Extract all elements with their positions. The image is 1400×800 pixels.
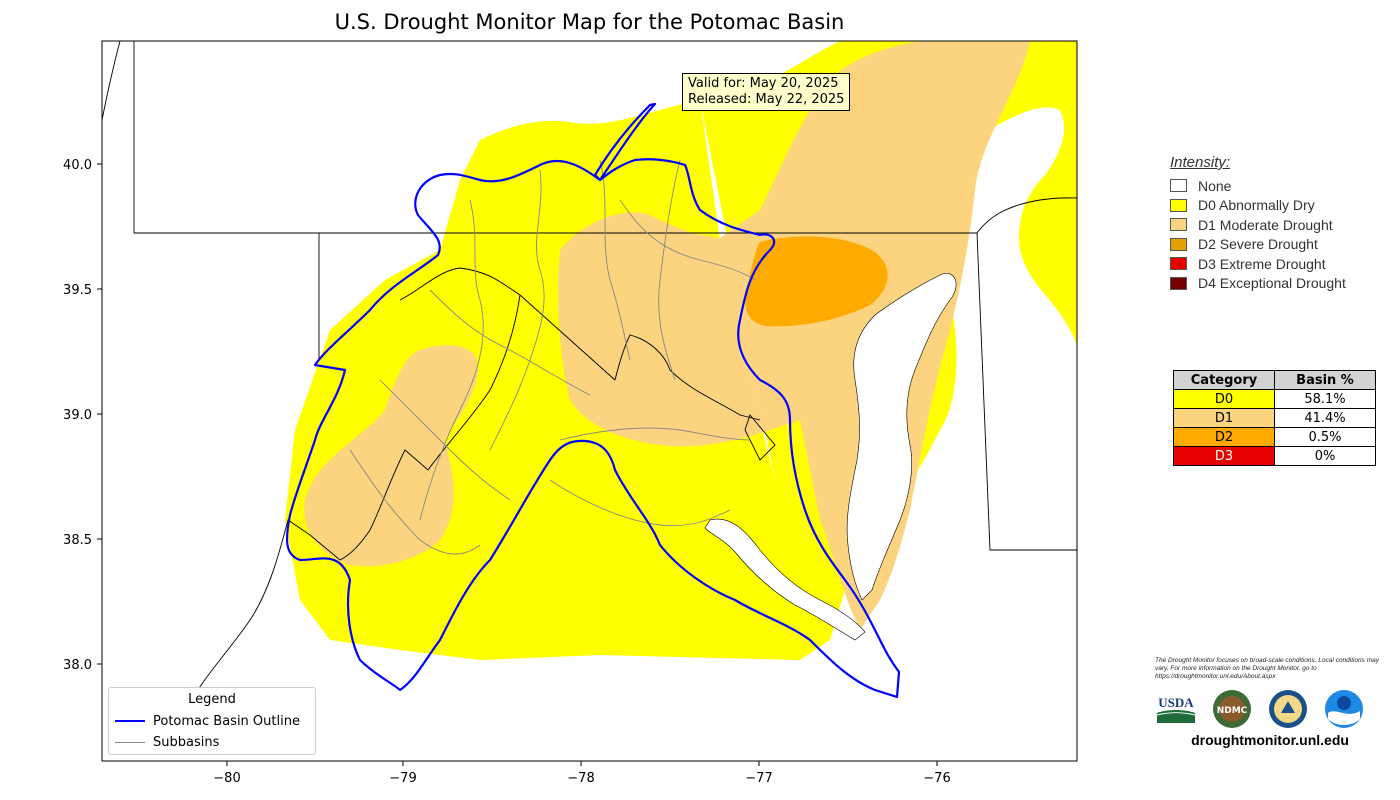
map-legend: Legend Potomac Basin Outline Subbasins <box>108 687 316 755</box>
intensity-item: D0 Abnormally Dry <box>1170 196 1346 216</box>
percent-cell: 41.4% <box>1274 408 1376 428</box>
intensity-label: D4 Exceptional Drought <box>1198 275 1346 292</box>
potomac-estuary <box>704 518 866 641</box>
intensity-label: D2 Severe Drought <box>1198 236 1318 253</box>
intensity-label: D1 Moderate Drought <box>1198 216 1333 233</box>
table-row: D3 0% <box>1173 446 1376 466</box>
intensity-item: D1 Moderate Drought <box>1170 215 1346 235</box>
released-text: Released: May 22, 2025 <box>688 92 845 107</box>
noaa-logo <box>1323 689 1365 729</box>
category-cell: D3 <box>1173 446 1275 466</box>
chesapeake-bay <box>846 273 957 601</box>
swatch-d3 <box>1170 257 1187 271</box>
d1-region-central <box>558 212 770 447</box>
y-axis-ticks <box>97 163 102 665</box>
table-header-row: Category Basin % <box>1173 370 1376 390</box>
intensity-item: None <box>1170 176 1346 196</box>
table-row: D2 0.5% <box>1173 427 1376 447</box>
category-cell: D0 <box>1173 389 1275 409</box>
x-tick-label: −77 <box>745 771 772 786</box>
intensity-item: D4 Exceptional Drought <box>1170 274 1346 294</box>
legend-basin-label: Potomac Basin Outline <box>153 713 300 729</box>
intensity-legend: Intensity: None D0 Abnormally Dry D1 Mod… <box>1170 154 1346 293</box>
drought-monitor-url[interactable]: droughtmonitor.unl.edu <box>1191 732 1349 748</box>
valid-date-box: Valid for: May 20, 2025 Released: May 22… <box>682 73 851 111</box>
subbasin-lines <box>349 159 756 555</box>
state-boundaries <box>102 41 1077 721</box>
intensity-label: D3 Extreme Drought <box>1198 255 1326 272</box>
intensity-item: D3 Extreme Drought <box>1170 254 1346 274</box>
legend-title: Legend <box>188 692 236 707</box>
swatch-d0 <box>1170 198 1187 212</box>
percent-cell: 0.5% <box>1274 427 1376 447</box>
credits-block: The Drought Monitor focuses on broad-sca… <box>1155 657 1385 748</box>
y-tick-label: 39.5 <box>63 283 92 298</box>
intensity-item: D2 Severe Drought <box>1170 235 1346 255</box>
map-frame <box>101 40 1078 762</box>
y-tick-label: 38.0 <box>63 658 92 673</box>
table-row: D1 41.4% <box>1173 408 1376 428</box>
ndmc-logo: NDMC <box>1211 689 1253 729</box>
y-axis-labels: 40.0 39.5 39.0 38.5 38.0 <box>63 158 92 673</box>
intensity-label: D0 Abnormally Dry <box>1198 197 1315 214</box>
usda-logo: USDA <box>1155 689 1197 729</box>
agency-logos: USDA NDMC <box>1155 689 1385 729</box>
x-tick-label: −78 <box>567 771 594 786</box>
x-tick-label: −79 <box>389 771 416 786</box>
table-row: D0 58.1% <box>1173 389 1376 409</box>
d1-region-southwest <box>304 345 479 567</box>
y-tick-label: 40.0 <box>63 158 92 173</box>
swatch-d2 <box>1170 237 1187 251</box>
legend-subbasin-row: Subbasins <box>115 733 219 751</box>
category-cell: D2 <box>1173 427 1275 447</box>
table-header: Category <box>1173 370 1275 390</box>
usda-logo-text: USDA <box>1158 695 1194 710</box>
basin-line-swatch <box>115 720 145 722</box>
intensity-label: None <box>1198 177 1232 194</box>
x-axis-ticks <box>226 761 938 766</box>
legend-basin-row: Potomac Basin Outline <box>115 712 300 730</box>
swatch-d1 <box>1170 218 1187 232</box>
doc-logo <box>1267 689 1309 729</box>
x-tick-label: −76 <box>923 771 950 786</box>
category-cell: D1 <box>1173 408 1275 428</box>
subbasin-line-swatch <box>115 741 145 743</box>
x-tick-label: −80 <box>213 771 240 786</box>
x-axis-labels: −80 −79 −78 −77 −76 <box>213 771 950 786</box>
basin-percent-table: Category Basin % D0 58.1% D1 41.4% D2 0.… <box>1173 370 1376 466</box>
map-title: U.S. Drought Monitor Map for the Potomac… <box>334 10 845 34</box>
y-tick-label: 39.0 <box>63 408 92 423</box>
potomac-basin-outline <box>285 102 901 699</box>
percent-cell: 0% <box>1274 446 1376 466</box>
percent-cell: 58.1% <box>1274 389 1376 409</box>
ndmc-logo-text: NDMC <box>1217 706 1248 716</box>
intensity-title: Intensity: <box>1170 154 1231 171</box>
y-tick-label: 38.5 <box>63 533 92 548</box>
valid-for-text: Valid for: May 20, 2025 <box>688 76 839 91</box>
table-header: Basin % <box>1274 370 1376 390</box>
swatch-d4 <box>1170 276 1187 290</box>
legend-subbasin-label: Subbasins <box>153 734 220 750</box>
d2-region <box>745 236 888 327</box>
swatch-none <box>1170 179 1187 193</box>
credits-note: The Drought Monitor focuses on broad-sca… <box>1155 657 1380 680</box>
